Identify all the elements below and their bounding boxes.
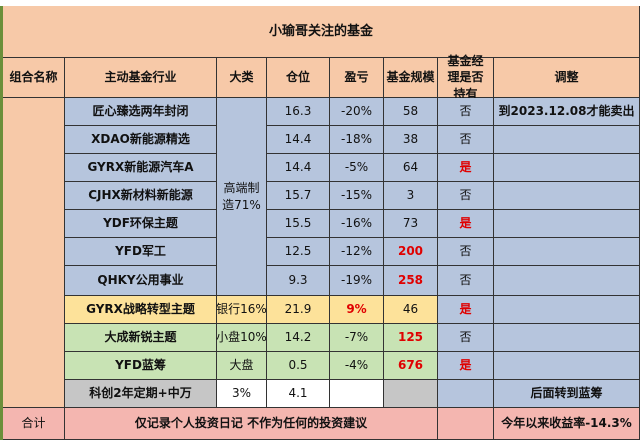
size-4: 3 (384, 182, 438, 210)
position-11: 4.1 (267, 380, 330, 408)
fund-name-6: YFD军工 (65, 238, 217, 266)
size-3: 64 (384, 154, 438, 182)
footer-spacer (438, 408, 494, 440)
hold-3: 是 (438, 154, 494, 182)
table-title: 小瑜哥关注的基金 (3, 6, 640, 58)
footer-disclaimer: 仅记录个人投资日记 不作为任何的投资建议 (65, 408, 438, 440)
fund-name-3: GYRX新能源汽车A (65, 154, 217, 182)
pl-2: -18% (330, 126, 384, 154)
hold-7: 否 (438, 266, 494, 296)
fund-name-5: YDF环保主题 (65, 210, 217, 238)
header-manager-holds: 基金经理是否持有 (438, 54, 494, 101)
position-3: 14.4 (267, 154, 330, 182)
position-8: 21.9 (267, 296, 330, 324)
adjust-9 (494, 324, 640, 352)
position-9: 14.2 (267, 324, 330, 352)
fund-name-9: 大成新锐主题 (65, 324, 217, 352)
size-2: 38 (384, 126, 438, 154)
header-portfolio: 组合名称 (3, 58, 65, 98)
adjust-2 (494, 126, 640, 154)
category-8: 银行16% (216, 296, 267, 324)
pl-10: -4% (330, 352, 384, 380)
size-6: 200 (384, 238, 438, 266)
size-8: 46 (384, 296, 438, 324)
hold-8: 是 (438, 296, 494, 324)
pl-7: -19% (330, 266, 384, 296)
fund-name-4: CJHX新材料新能源 (65, 182, 217, 210)
header-position: 仓位 (267, 58, 330, 98)
header-pl: 盈亏 (330, 58, 384, 98)
header-size: 基金规模 (384, 58, 438, 98)
position-1: 16.3 (267, 98, 330, 126)
pl-9: -7% (330, 324, 384, 352)
portfolio-column (3, 98, 65, 408)
footer-ytd-return: 今年以来收益率-14.3% (494, 408, 640, 440)
header-category: 大类 (217, 58, 267, 98)
size-1: 58 (384, 98, 438, 126)
size-5: 73 (384, 210, 438, 238)
pl-5: -16% (330, 210, 384, 238)
hold-2: 否 (438, 126, 494, 154)
hold-11 (438, 380, 494, 408)
hold-6: 否 (438, 238, 494, 266)
pl-4: -15% (330, 182, 384, 210)
adjust-4 (494, 182, 640, 210)
pl-8: 9% (330, 296, 384, 324)
fund-name-10: YFD蓝筹 (65, 352, 217, 380)
left-edge (0, 6, 3, 440)
position-7: 9.3 (267, 266, 330, 296)
category-10: 大盘 (217, 352, 267, 380)
header-industry: 主动基金行业 (65, 58, 217, 98)
adjust-8 (494, 296, 640, 324)
hold-5: 是 (438, 210, 494, 238)
hold-4: 否 (438, 182, 494, 210)
position-2: 14.4 (267, 126, 330, 154)
adjust-11: 后面转到蓝筹 (494, 380, 640, 408)
header-adjust: 调整 (494, 58, 640, 98)
fund-name-2: XDAO新能源精选 (65, 126, 217, 154)
hold-9: 否 (438, 324, 494, 352)
fund-name-11: 科创2年定期+中万 (65, 380, 217, 408)
category-9: 小盘10% (216, 324, 267, 352)
adjust-7 (494, 266, 640, 296)
size-7: 258 (384, 266, 438, 296)
size-10: 676 (384, 352, 438, 380)
pl-6: -12% (330, 238, 384, 266)
position-4: 15.7 (267, 182, 330, 210)
position-6: 12.5 (267, 238, 330, 266)
category-11: 3% (217, 380, 267, 408)
pl-3: -5% (330, 154, 384, 182)
size-11 (384, 380, 438, 408)
position-10: 0.5 (267, 352, 330, 380)
fund-name-8: GYRX战略转型主题 (65, 296, 217, 324)
size-9: 125 (384, 324, 438, 352)
adjust-10 (494, 352, 640, 380)
category-high-end: 高端制造71% (217, 98, 267, 296)
adjust-5 (494, 210, 640, 238)
adjust-3 (494, 154, 640, 182)
fund-name-1: 匠心臻选两年封闭 (65, 98, 217, 126)
adjust-6 (494, 238, 640, 266)
adjust-1: 到2023.12.08才能卖出 (494, 98, 640, 126)
fund-name-7: QHKY公用事业 (65, 266, 217, 296)
hold-1: 否 (438, 98, 494, 126)
pl-11 (330, 380, 384, 408)
pl-1: -20% (330, 98, 384, 126)
hold-10: 是 (438, 352, 494, 380)
footer-total-label: 合计 (3, 408, 65, 440)
position-5: 15.5 (267, 210, 330, 238)
